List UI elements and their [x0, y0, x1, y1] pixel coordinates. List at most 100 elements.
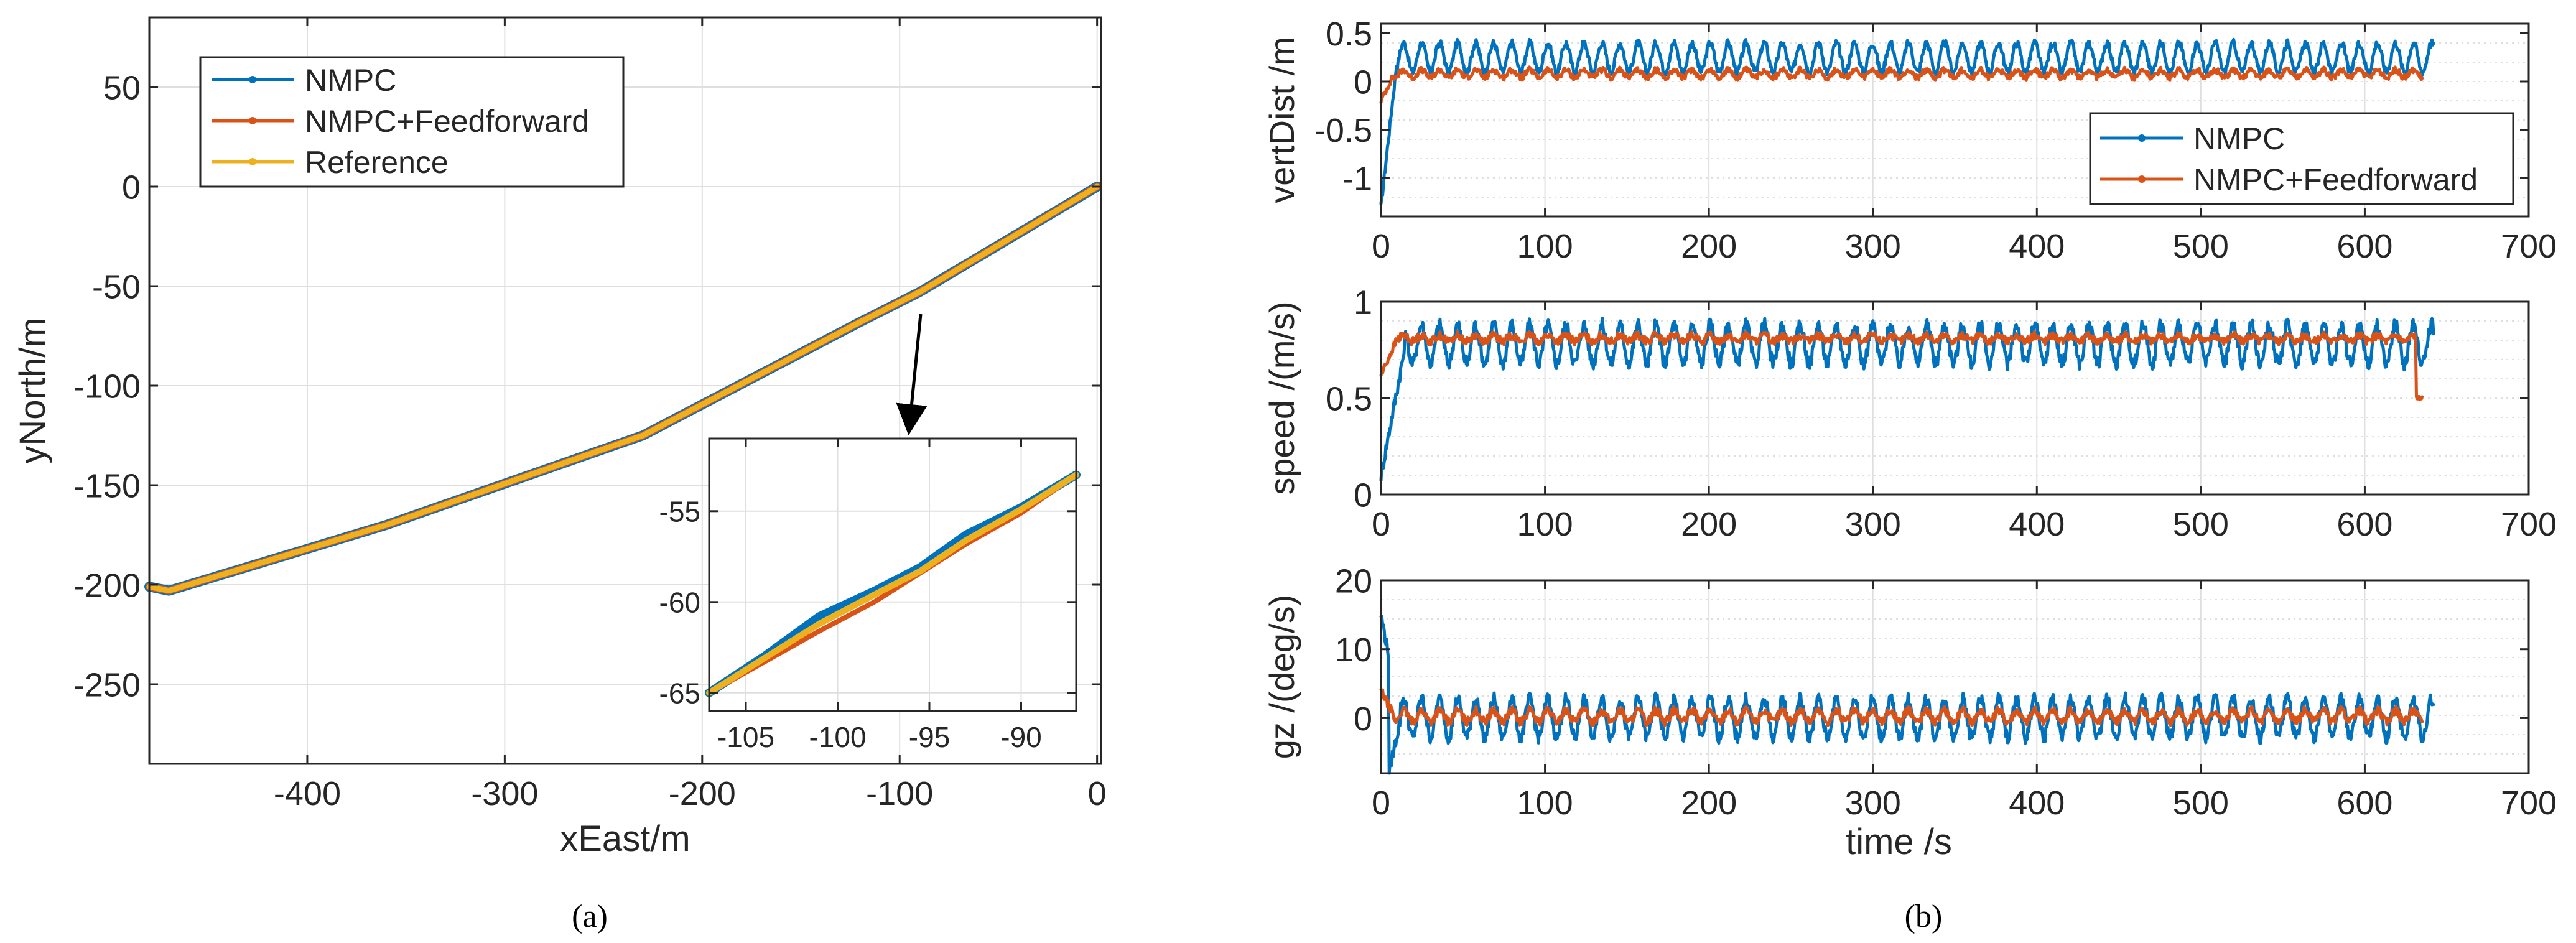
- speed-line-nmpc-feedforward: [1379, 330, 2424, 402]
- trajectory-frame: -400 -300 -200 -100 0 50 0 -50 -100 -150 -200 -250: [73, 16, 1107, 812]
- x-tick-label: 700: [2501, 228, 2557, 265]
- x-tick-label: 600: [2337, 228, 2392, 265]
- vertdist-frame: 0 100 200 300 400 500 600 700 0.5 0 -0.5 -1: [1314, 16, 2557, 265]
- trajectory-inset-plot-area: [709, 439, 1076, 711]
- legend-label: NMPC: [2193, 121, 2285, 156]
- speed-series: [1379, 317, 2435, 482]
- legend-label: NMPC+Feedforward: [305, 104, 589, 139]
- trajectory-legend: NMPC NMPC+Feedforward Reference: [199, 56, 625, 188]
- y-tick-label: 0.5: [1326, 16, 1372, 53]
- vertdist-series: [1379, 37, 2435, 206]
- gz-line-nmpc-feedforward: [1379, 687, 2424, 727]
- series-reference: [146, 183, 1100, 594]
- x-tick-label: -100: [809, 721, 866, 753]
- x-axis-label: xEast/m: [560, 819, 690, 859]
- x-tick-label: 300: [1845, 506, 1901, 543]
- x-tick-label: 200: [1681, 228, 1737, 265]
- inset-series-reference: [706, 472, 1079, 696]
- trajectory-series: [144, 182, 1102, 596]
- y-tick-label: 0.5: [1326, 380, 1372, 417]
- legend-label: Reference: [305, 145, 449, 180]
- y-tick-label: -50: [92, 268, 141, 305]
- vertdist-line-nmpc: [1379, 37, 2435, 206]
- vertdist-line-nmpc-feedforward: [1379, 65, 2424, 105]
- legend-marker: [2138, 134, 2146, 142]
- x-tick-label: 400: [2009, 506, 2065, 543]
- x-tick-label: -100: [866, 775, 933, 812]
- x-tick-label: 100: [1517, 506, 1573, 543]
- speed-y-axis-label: speed /(m/s): [1262, 301, 1301, 495]
- x-tick-label: 300: [1845, 784, 1901, 822]
- y-tick-label: -55: [659, 495, 700, 527]
- x-tick-label: 600: [2337, 784, 2392, 822]
- trajectory-border: [148, 16, 1102, 765]
- x-tick-label: 500: [2173, 506, 2229, 543]
- x-tick-label: 600: [2337, 506, 2392, 543]
- caption-b: (b): [1905, 899, 1943, 934]
- x-tick-label: 400: [2009, 228, 2065, 265]
- legend-marker: [249, 158, 256, 165]
- y-tick-label: 50: [103, 69, 141, 106]
- gz-y-axis-label: gz /(deg/s): [1262, 595, 1301, 760]
- x-tick-label: -300: [471, 775, 538, 812]
- y-tick-label: 0: [1354, 700, 1372, 738]
- inset-series-nmpc-feedforward: [707, 472, 1079, 695]
- legend-marker: [249, 76, 256, 83]
- y-tick-label: -200: [73, 567, 141, 604]
- x-tick-label: -200: [669, 775, 736, 812]
- inset-series: [705, 470, 1081, 697]
- y-axis-label: yNorth/m: [12, 317, 53, 463]
- x-tick-label: 0: [1372, 228, 1390, 265]
- x-tick-label: 0: [1372, 506, 1390, 543]
- y-tick-label: 0: [122, 169, 141, 206]
- speed-frame: 0 100 200 300 400 500 600 700 1 0.5 0: [1326, 284, 2557, 543]
- x-tick-label: -90: [1000, 721, 1041, 753]
- x-tick-label: -95: [909, 721, 950, 753]
- x-tick-label: -400: [274, 775, 341, 812]
- trajectory-inset-frame: -105 -100 -95 -90 -55 -60 -65: [659, 437, 1077, 753]
- x-tick-label: 500: [2173, 784, 2229, 822]
- y-tick-label: 0: [1354, 476, 1372, 514]
- speed-line-nmpc: [1379, 317, 2435, 482]
- legend-box: [2089, 112, 2514, 205]
- x-tick-label: 700: [2501, 506, 2557, 543]
- x-tick-label: 200: [1681, 506, 1737, 543]
- x-tick-label: 0: [1088, 775, 1107, 812]
- legend-marker: [249, 117, 256, 124]
- gz-x-axis-label: time /s: [1846, 822, 1952, 862]
- y-tick-label: -0.5: [1314, 112, 1372, 149]
- y-tick-label: -100: [73, 368, 141, 405]
- x-tick-label: 300: [1845, 228, 1901, 265]
- trajectory-inset-axes: [709, 439, 1076, 711]
- trajectory-inset-border: [708, 437, 1077, 712]
- x-tick-label: -105: [717, 721, 774, 753]
- x-tick-label: 700: [2501, 784, 2557, 822]
- vertdist-border: [1380, 22, 2530, 218]
- zoom-arrow: [896, 314, 928, 435]
- x-tick-label: 400: [2009, 784, 2065, 822]
- gz-border: [1380, 579, 2530, 774]
- y-tick-label: 0: [1354, 63, 1372, 101]
- legend-label: NMPC+Feedforward: [2193, 162, 2478, 197]
- y-tick-label: 1: [1354, 284, 1372, 321]
- vertdist-legend: NMPC NMPC+Feedforward: [2089, 112, 2514, 205]
- x-tick-label: 0: [1372, 784, 1390, 822]
- caption-a: (a): [572, 899, 608, 934]
- y-tick-label: 10: [1335, 631, 1372, 669]
- y-tick-label: -65: [659, 677, 700, 709]
- gz-line-nmpc: [1379, 614, 2435, 775]
- y-tick-label: 20: [1335, 562, 1372, 600]
- x-tick-label: 200: [1681, 784, 1737, 822]
- x-tick-label: 100: [1517, 228, 1573, 265]
- y-tick-label: -1: [1342, 160, 1372, 197]
- vertdist-y-axis-label: vertDist /m: [1262, 37, 1301, 203]
- gz-axes: [1380, 580, 2529, 774]
- legend-marker: [2138, 175, 2146, 183]
- gz-series: [1379, 614, 2435, 775]
- x-tick-label: 100: [1517, 784, 1573, 822]
- x-tick-label: 500: [2173, 228, 2229, 265]
- legend-label: NMPC: [305, 63, 396, 98]
- y-tick-label: -60: [659, 586, 700, 618]
